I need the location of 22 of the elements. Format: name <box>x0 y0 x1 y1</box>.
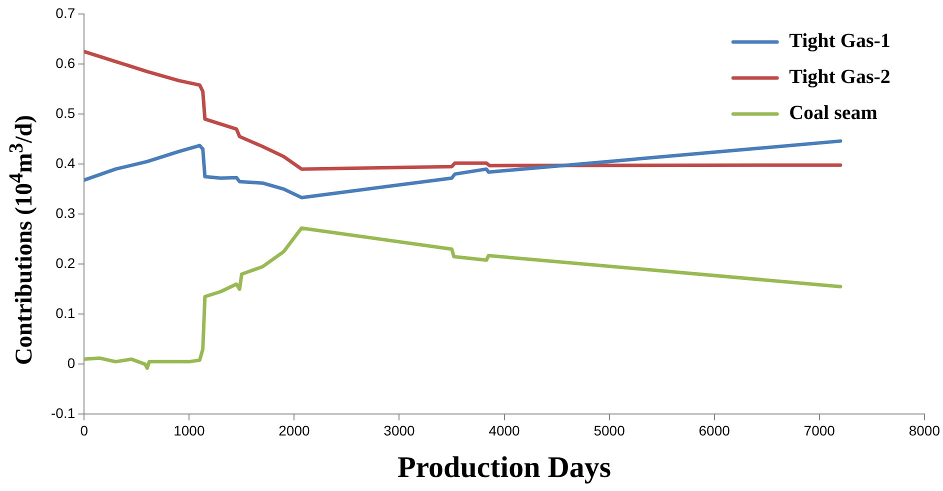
x-tick-label: 8000 <box>908 422 940 438</box>
x-tick-label: 0 <box>80 422 88 438</box>
legend-label: Coal seam <box>789 102 878 124</box>
y-tick-label: -0.1 <box>51 405 76 422</box>
x-tick-label: 7000 <box>804 422 836 438</box>
y-tick-label: 0.1 <box>56 305 76 322</box>
legend-label: Tight Gas-2 <box>789 66 890 88</box>
x-tick-label: 4000 <box>488 422 520 438</box>
y-tick-label: 0.6 <box>56 54 76 71</box>
x-tick-label: 6000 <box>698 422 730 438</box>
y-tick-label: 0.2 <box>56 254 76 271</box>
x-tick-label: 1000 <box>174 422 205 438</box>
x-axis-title: Production Days <box>397 450 612 484</box>
x-tick-label: 3000 <box>384 422 416 438</box>
x-tick-label: 2000 <box>278 422 310 438</box>
y-tick-label: 0.4 <box>56 154 76 171</box>
y-tick-label: 0.3 <box>56 204 76 221</box>
x-tick-label: 5000 <box>594 422 626 438</box>
legend-label: Tight Gas-1 <box>789 30 890 52</box>
y-tick-label: 0.7 <box>56 4 76 21</box>
y-tick-label: 0.5 <box>56 104 76 121</box>
y-tick-label: 0 <box>67 355 76 372</box>
